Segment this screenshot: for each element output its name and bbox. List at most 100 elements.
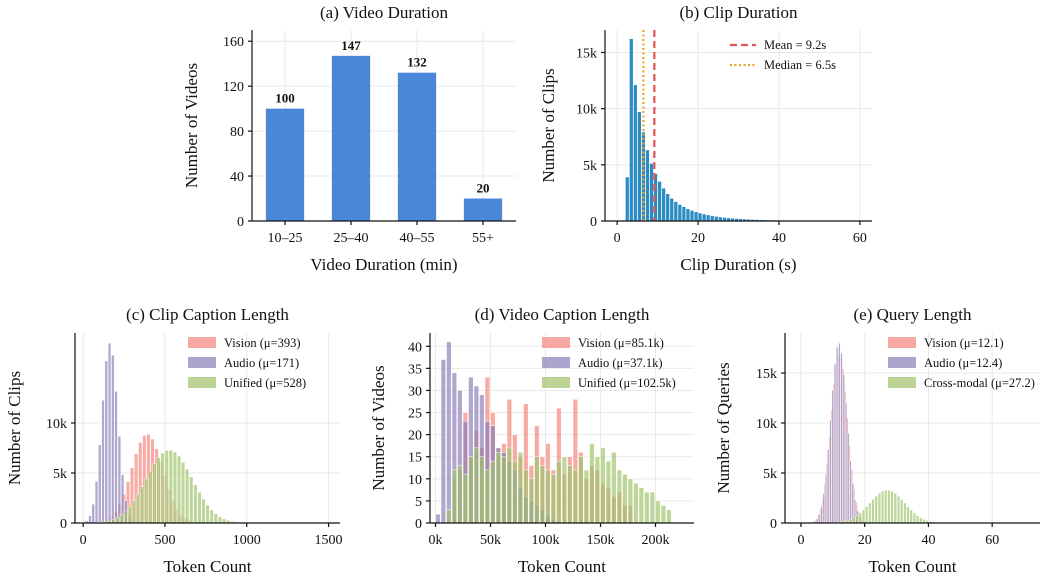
histogram-bar [722, 217, 726, 221]
histogram-bar [501, 456, 507, 524]
x-tick-label: 200k [642, 533, 670, 548]
histogram-bar [594, 456, 600, 524]
y-tick-label: 40 [230, 170, 244, 185]
legend-swatch [188, 337, 216, 348]
y-tick-label: 0 [415, 517, 422, 532]
x-tick-label: 40–55 [400, 231, 435, 246]
histogram-bar [495, 452, 501, 524]
y-tick-label: 10 [408, 473, 422, 488]
histogram-bar [539, 465, 545, 524]
histogram-bar [148, 470, 153, 524]
histogram-bar [746, 219, 751, 221]
x-axis-label: Token Count [518, 557, 606, 576]
y-tick-label: 25 [408, 407, 422, 422]
histogram-bar [657, 181, 662, 221]
histogram-bar [583, 469, 589, 524]
y-tick-label: 0 [60, 517, 67, 532]
histogram-bar [871, 499, 875, 524]
legend-label: Mean = 9.2s [764, 38, 826, 52]
legend-label: Median = 6.5s [764, 58, 836, 72]
legend-label: Audio (μ=12.4) [924, 356, 1002, 370]
histogram-bar [108, 342, 112, 524]
histogram-bar [88, 515, 92, 524]
panel-title: (b) Clip Duration [679, 3, 798, 22]
histogram-bar [119, 514, 124, 524]
histogram-bar [847, 433, 850, 524]
histogram-bar [440, 359, 446, 524]
y-axis-label: Number of Queries [714, 362, 733, 493]
histogram-bar [858, 512, 862, 524]
x-tick-label: 100k [532, 533, 560, 548]
histogram-bar [611, 452, 617, 524]
y-tick-label: 10k [756, 417, 777, 432]
histogram-bar [209, 509, 214, 524]
legend-label: Vision (μ=393) [224, 336, 301, 350]
histogram-bar [600, 447, 606, 524]
histogram-bar [906, 506, 910, 524]
histogram-bar [512, 460, 518, 524]
y-tick-label: 15k [576, 46, 597, 61]
histogram-bar [833, 363, 836, 524]
histogram-bar [845, 402, 848, 524]
histogram-bar [855, 515, 859, 524]
histogram-bar [897, 495, 900, 524]
histogram-bar [836, 347, 839, 524]
histogram-bar [205, 504, 210, 524]
histogram-bar [201, 498, 206, 524]
histogram-bar [506, 447, 512, 524]
bar [397, 72, 437, 221]
histogram-bar [655, 500, 661, 524]
legend-label: Unified (μ=102.5k) [578, 376, 676, 390]
legend-label: Vision (μ=12.1) [924, 336, 1004, 350]
histogram-bar [545, 469, 551, 524]
histogram-bar [916, 515, 920, 524]
y-axis-label: Number of Clips [539, 68, 558, 182]
x-tick-label: 40 [772, 231, 786, 246]
bar-value-label: 100 [275, 91, 295, 106]
histogram-bar [686, 208, 690, 221]
x-tick-label: 20 [691, 231, 705, 246]
x-tick-label: 0 [797, 533, 804, 548]
histogram-bar [852, 517, 856, 524]
histogram-bar [629, 38, 633, 221]
histogram-bar [838, 343, 841, 524]
histogram-bar [641, 132, 646, 221]
y-tick-label: 10k [46, 417, 67, 432]
histogram-bar [197, 492, 202, 524]
histogram-bar [193, 484, 198, 524]
histogram-bar [645, 150, 650, 221]
histogram-bar [435, 513, 441, 524]
x-tick-label: 1000 [233, 533, 261, 548]
histogram-bar [528, 478, 534, 524]
histogram-bar [831, 390, 834, 524]
histogram-bar [644, 491, 650, 524]
histogram-bar [919, 517, 923, 524]
histogram-bar [144, 478, 149, 524]
legend-swatch [888, 337, 916, 348]
histogram-bar [849, 460, 852, 524]
histogram-bar [589, 443, 595, 524]
y-tick-label: 35 [408, 362, 422, 377]
histogram-bar [649, 491, 655, 524]
histogram-bar [903, 502, 907, 524]
histogram-bar [829, 420, 832, 524]
histogram-bar [556, 460, 562, 524]
histogram-bar [666, 509, 672, 524]
x-axis-label: Video Duration (min) [310, 255, 457, 274]
histogram-bar [851, 483, 854, 524]
histogram-bar [674, 201, 678, 221]
y-axis-label: Number of Clips [5, 371, 24, 485]
histogram-bar [726, 218, 731, 221]
histogram-bar [822, 493, 825, 524]
histogram-bar [868, 502, 872, 524]
x-tick-label: 1500 [315, 533, 343, 548]
histogram-bar [104, 360, 108, 524]
histogram-bar [140, 486, 145, 524]
panel-b: 0 5k 10k 15k (b) Clip Duration Clip Duration … [539, 3, 872, 274]
histogram-bar [523, 469, 529, 524]
histogram-bar [714, 216, 718, 221]
x-tick-label: 60 [853, 231, 867, 246]
histogram-bar [152, 463, 157, 524]
histogram-bar [861, 509, 865, 524]
